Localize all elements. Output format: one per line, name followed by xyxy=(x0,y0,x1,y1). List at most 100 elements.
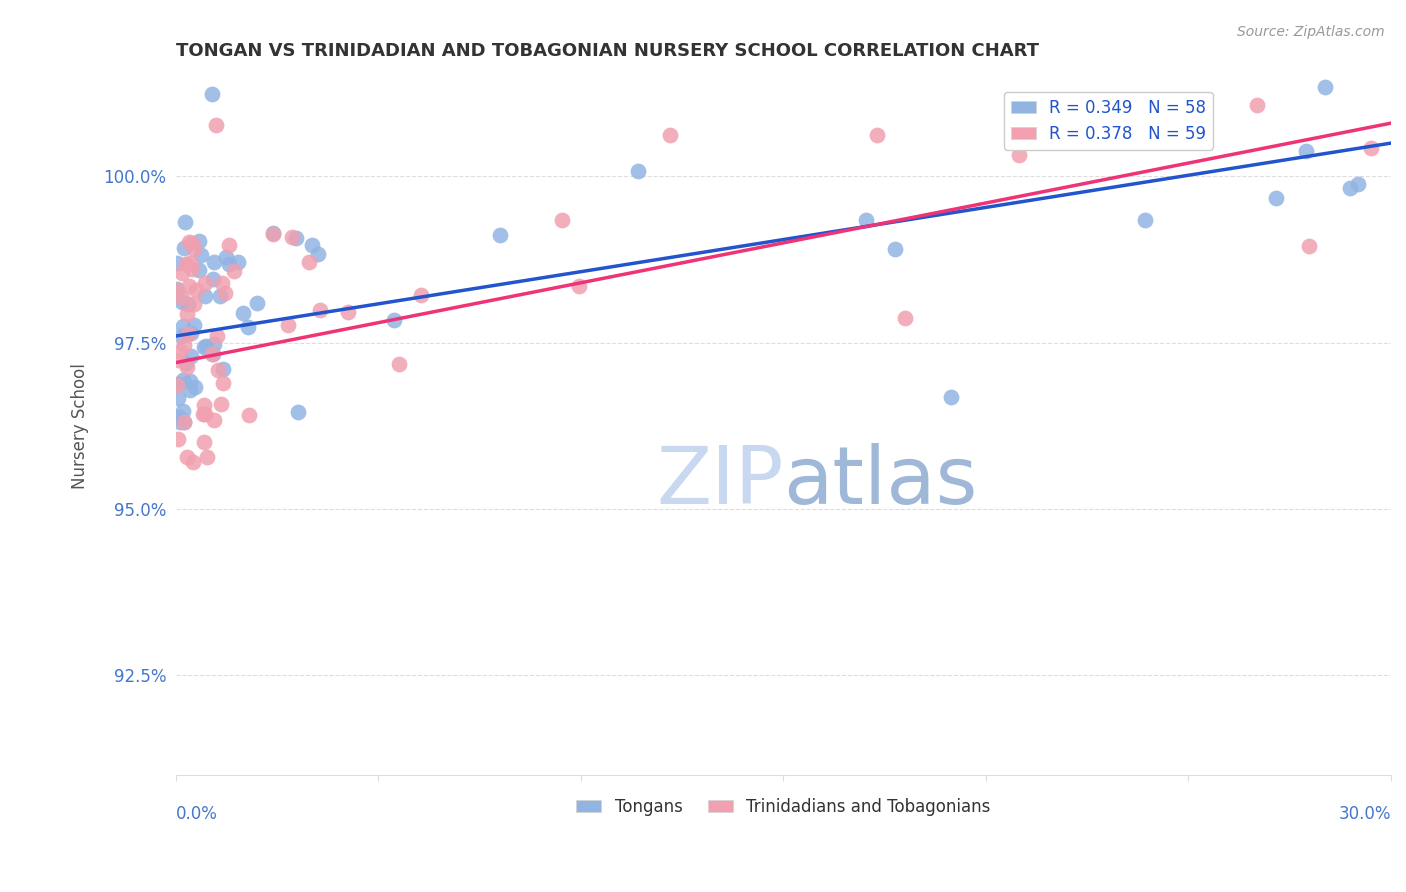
Point xyxy=(167,391,190,405)
Point xyxy=(170,295,193,310)
Point xyxy=(173,242,195,256)
Point xyxy=(336,305,359,319)
Point xyxy=(1347,178,1369,192)
Point xyxy=(218,238,240,252)
Point xyxy=(287,405,309,419)
Point xyxy=(202,413,225,427)
Point xyxy=(488,228,510,243)
Point xyxy=(193,340,215,354)
Point xyxy=(232,305,254,319)
Point xyxy=(262,227,284,241)
Point xyxy=(173,415,195,429)
Point xyxy=(884,242,907,256)
Point xyxy=(1340,180,1362,194)
Point xyxy=(214,285,236,300)
Point xyxy=(172,404,194,418)
Point xyxy=(201,347,224,361)
Point xyxy=(176,450,198,464)
Point xyxy=(169,415,191,429)
Point xyxy=(568,278,591,293)
Text: 0.0%: 0.0% xyxy=(176,805,218,823)
Point xyxy=(215,250,238,264)
Point xyxy=(1295,145,1317,159)
Point xyxy=(166,282,188,296)
Point xyxy=(188,263,211,277)
Point xyxy=(1313,80,1336,95)
Point xyxy=(307,247,329,261)
Point xyxy=(190,248,212,262)
Point xyxy=(166,256,188,270)
Point xyxy=(205,328,228,343)
Point xyxy=(166,376,188,391)
Point xyxy=(170,329,193,343)
Point xyxy=(180,262,202,277)
Point xyxy=(238,409,260,423)
Point xyxy=(1246,98,1268,112)
Point xyxy=(172,318,194,333)
Point xyxy=(211,277,233,291)
Point xyxy=(855,213,877,227)
Point xyxy=(179,383,201,397)
Point xyxy=(180,326,202,340)
Point xyxy=(183,296,205,310)
Point xyxy=(298,255,321,269)
Point xyxy=(238,320,260,334)
Point xyxy=(179,256,201,270)
Point xyxy=(187,234,209,248)
Point xyxy=(941,391,963,405)
Point xyxy=(1298,239,1320,253)
Point xyxy=(212,376,235,391)
Point xyxy=(281,230,304,244)
Text: atlas: atlas xyxy=(783,442,977,521)
Point xyxy=(1360,141,1382,155)
Point xyxy=(1133,212,1156,227)
Point xyxy=(388,358,411,372)
Point xyxy=(411,287,433,301)
Point xyxy=(173,215,195,229)
Text: Source: ZipAtlas.com: Source: ZipAtlas.com xyxy=(1237,25,1385,39)
Point xyxy=(166,378,188,392)
Point xyxy=(193,398,215,412)
Point xyxy=(184,283,207,297)
Point xyxy=(202,255,225,269)
Point xyxy=(180,349,202,363)
Point xyxy=(173,415,195,429)
Legend: Tongans, Trinidadians and Tobagonians: Tongans, Trinidadians and Tobagonians xyxy=(569,791,997,822)
Point xyxy=(1265,191,1288,205)
Point xyxy=(222,263,245,277)
Point xyxy=(207,363,229,377)
Text: TONGAN VS TRINIDADIAN AND TOBAGONIAN NURSERY SCHOOL CORRELATION CHART: TONGAN VS TRINIDADIAN AND TOBAGONIAN NUR… xyxy=(176,42,1039,60)
Y-axis label: Nursery School: Nursery School xyxy=(72,363,89,489)
Text: 30.0%: 30.0% xyxy=(1339,805,1391,823)
Point xyxy=(167,409,190,424)
Point xyxy=(183,318,205,333)
Point xyxy=(201,87,224,101)
Point xyxy=(166,284,188,298)
Point xyxy=(301,237,323,252)
Point xyxy=(172,266,194,280)
Point xyxy=(309,302,332,317)
Text: ZIP: ZIP xyxy=(657,442,783,521)
Point xyxy=(179,235,201,249)
Point xyxy=(174,356,197,370)
Point xyxy=(177,297,200,311)
Point xyxy=(865,128,887,143)
Point xyxy=(195,450,218,464)
Point xyxy=(194,276,217,290)
Point xyxy=(202,337,225,351)
Point xyxy=(176,307,198,321)
Point xyxy=(382,313,405,327)
Point xyxy=(202,272,225,286)
Point xyxy=(627,163,650,178)
Point xyxy=(218,257,240,271)
Point xyxy=(226,254,249,268)
Point xyxy=(181,455,204,469)
Point xyxy=(191,408,214,422)
Point xyxy=(285,230,308,244)
Point xyxy=(551,213,574,227)
Point xyxy=(166,353,188,368)
Point xyxy=(194,407,217,421)
Point xyxy=(893,311,915,326)
Point xyxy=(195,339,218,353)
Point xyxy=(167,432,190,446)
